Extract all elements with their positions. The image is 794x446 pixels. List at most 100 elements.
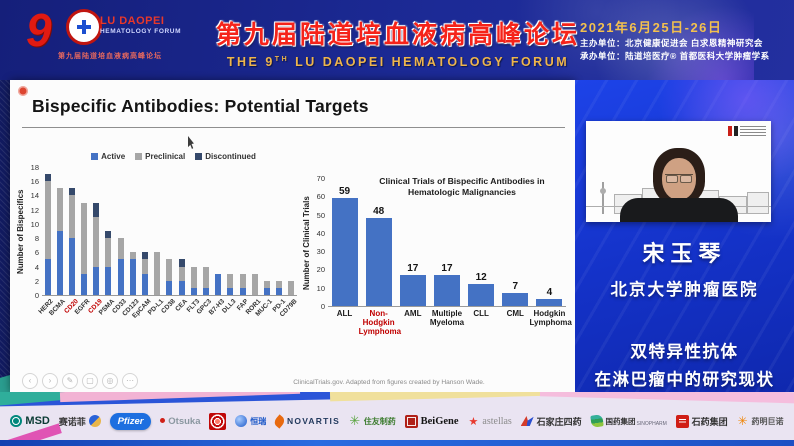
- logo-cn-small: 第九届陆道培血液病高峰论坛: [58, 53, 162, 60]
- sponsor-label: MSD: [25, 415, 50, 427]
- sponsor-label: 国药集团: [605, 416, 636, 426]
- left-chart-ylabel: Number of Bispecifics: [16, 189, 25, 275]
- value-label: 12: [475, 272, 487, 284]
- record-indicator-icon[interactable]: [18, 86, 28, 96]
- segment-preclinical: [276, 280, 283, 288]
- bar-CML: [502, 293, 529, 306]
- ytick-18: 18: [30, 163, 39, 172]
- legend-swatch-icon: [135, 153, 143, 160]
- segment-preclinical: [190, 266, 197, 288]
- bar-group-B7-H3: B7-H3: [207, 167, 226, 317]
- bar-group-ROR1: ROR1: [244, 167, 262, 316]
- forum-title-chinese: 第九届陆道培血液病高峰论坛: [216, 21, 581, 49]
- sponsor-药明巨诺: ✳ 药明巨诺: [737, 414, 783, 428]
- segment-preclinical: [93, 216, 100, 267]
- segment-preclinical: [178, 266, 185, 281]
- segment-active: [68, 238, 75, 295]
- ytick-60: 60: [316, 192, 325, 202]
- sumitomo-asterisk-icon: ✳: [349, 413, 361, 428]
- bar-group-CD33: CD33: [111, 167, 128, 315]
- ytick-40: 40: [316, 228, 325, 238]
- sponsor-label: 石药集团: [691, 416, 728, 427]
- sponsor-住友制药: ✳ 住友制药: [349, 413, 396, 428]
- bar-Non-Hodgkin-Lymphoma: [365, 218, 392, 306]
- slide-title: Bispecific Antibodies: Potential Targets: [32, 96, 369, 116]
- bar-ALL: [331, 198, 358, 306]
- segment-preclinical: [263, 280, 270, 288]
- host-organizations: 主办单位：北京健康促进会 白求恩精神研究会: [580, 38, 763, 48]
- bar-PD-1: [276, 280, 283, 295]
- bar-group-CD123: CD123: [121, 167, 140, 318]
- xlabel-CML: CML: [506, 309, 524, 318]
- value-label: 17: [407, 262, 419, 274]
- left-edge-decoration: [0, 80, 10, 392]
- forum-header-banner: 9 LU DAOPEI HEMATOLOGY FORUM 第九届陆道培血液病高峰…: [0, 0, 794, 80]
- bar-group-Hodgkin-Lymphoma: 4 Hodgkin Lymphoma: [529, 178, 571, 327]
- segment-preclinical: [227, 273, 234, 288]
- bar-group-BCMA: BCMA: [48, 167, 67, 317]
- ytick-16: 16: [30, 177, 39, 187]
- bar-group-CEA: CEA: [174, 167, 189, 313]
- all-slides-icon[interactable]: ▢: [82, 373, 98, 389]
- segment-preclinical: [239, 273, 246, 288]
- ytick-0: 0: [34, 291, 39, 300]
- segment-active: [227, 287, 234, 295]
- left-chart-plot: HER2 BCMA CD20 EGFR CD19 PSMA CD33 CD123 EpCAM PD…: [38, 167, 299, 320]
- segment-active: [93, 266, 100, 295]
- sponsor-label: 石家庄四药: [536, 416, 582, 427]
- sponsor-label: 住友制药: [363, 416, 396, 426]
- segment-discontinued: [93, 202, 100, 217]
- bar-group-AML: 17 AML: [396, 178, 429, 318]
- segment-preclinical: [117, 238, 124, 260]
- ytick-70: 70: [316, 174, 325, 183]
- bar-group-CLL: 12 CLL: [465, 178, 498, 318]
- bar-group-CD79B: CD79B: [279, 167, 299, 318]
- sponsor-label: Otsuka: [168, 415, 201, 427]
- left-chart-legend: Active Preclinical Discontinued: [50, 152, 297, 161]
- forum-date: 2021年6月25日-26日: [580, 19, 723, 35]
- sponsor-astellas: ★ astellas: [467, 415, 511, 428]
- segment-active: [117, 259, 124, 295]
- sponsor-label: NOVARTIS: [287, 416, 340, 426]
- sponsor-sublabel: SINOPHARM: [636, 421, 667, 427]
- segment-preclinical: [68, 195, 75, 239]
- astellas-star-icon: ★: [468, 415, 479, 428]
- bar-CEA: [178, 259, 185, 295]
- prev-slide-icon[interactable]: ‹: [22, 373, 38, 389]
- next-slide-icon[interactable]: ›: [42, 373, 58, 389]
- cspc-square-icon: [675, 414, 689, 428]
- zoom-icon[interactable]: ◎: [102, 373, 118, 389]
- bar-Multiple-Myeloma: [433, 274, 460, 306]
- sponsor-NOVARTIS: NOVARTIS: [272, 413, 340, 429]
- segment-active: [105, 266, 112, 295]
- main-area: Bispecific Antibodies: Potential Targets…: [0, 80, 794, 415]
- segment-preclinical: [105, 238, 112, 267]
- pen-icon[interactable]: ✎: [62, 373, 78, 389]
- sinopharm-leaf-icon: [589, 414, 604, 428]
- novartis-flame-icon: [272, 413, 287, 429]
- segment-discontinued: [44, 174, 51, 182]
- bispecifics-by-target-chart: Active Preclinical Discontinued Number of …: [16, 152, 299, 386]
- segment-active: [44, 259, 51, 295]
- msd-icon: [10, 415, 23, 427]
- bar-group-CD38: CD38: [160, 167, 177, 315]
- segment-discontinued: [178, 259, 185, 267]
- sponsor-logos-row: MSD 赛诺菲 Pfizer Otsuka 恒瑞 NOVARTIS ✳ 住友制药 BeiGene…: [0, 404, 794, 438]
- ytick-2: 2: [34, 276, 39, 286]
- sponsor-label: Pfizer: [109, 412, 152, 430]
- value-label: 7: [512, 281, 519, 293]
- bar-CD79B: [288, 280, 295, 295]
- segment-preclinical: [288, 280, 295, 295]
- hengrui-swirl-icon: [235, 415, 248, 427]
- bar-CD123: [129, 252, 136, 295]
- bar-group-HER2: HER2: [38, 167, 55, 316]
- otsuka-dot-icon: [160, 417, 166, 423]
- bar-Hodgkin-Lymphoma: [536, 298, 563, 306]
- more-options-icon[interactable]: ⋯: [122, 373, 138, 389]
- mouse-cursor-icon: [188, 136, 194, 149]
- segment-preclinical: [251, 273, 258, 295]
- segment-active: [202, 287, 209, 295]
- ytick-50: 50: [316, 210, 325, 220]
- sponsor-石家庄四药: 石家庄四药: [520, 415, 582, 428]
